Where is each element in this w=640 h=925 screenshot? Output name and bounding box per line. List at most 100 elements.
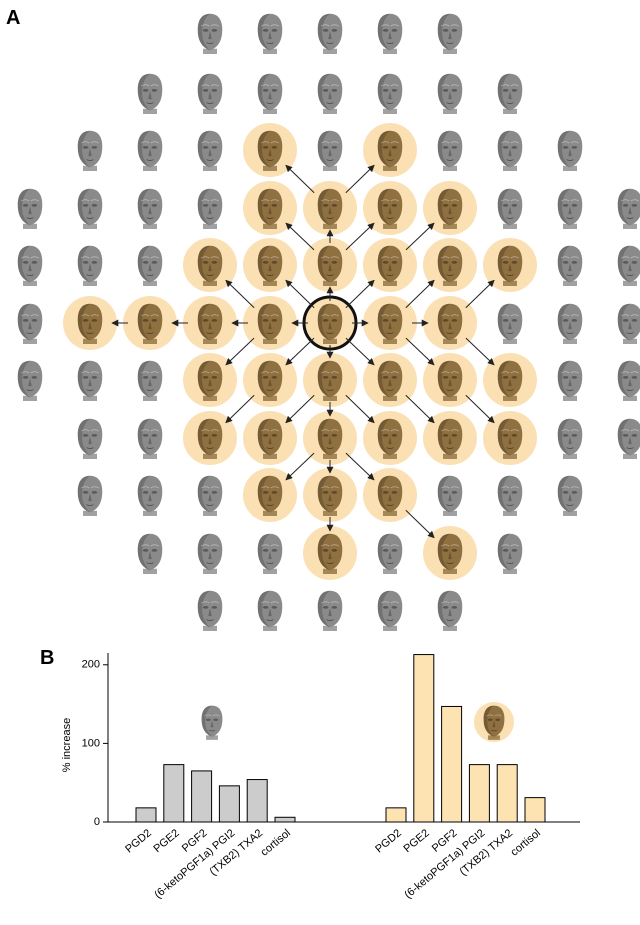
face [138, 476, 163, 516]
face [198, 534, 223, 574]
bar [275, 817, 295, 822]
face [258, 74, 283, 114]
face [618, 419, 640, 459]
face [138, 189, 163, 229]
face [378, 74, 403, 114]
face [558, 304, 583, 344]
arrow [406, 395, 434, 422]
face [318, 74, 343, 114]
face [438, 591, 463, 631]
face [198, 131, 223, 171]
bar [247, 780, 267, 822]
face [318, 131, 343, 171]
arrow [406, 510, 434, 537]
face [78, 476, 103, 516]
face [618, 189, 640, 229]
x-tick-label: cortisol [259, 827, 293, 859]
arrow [286, 395, 314, 422]
face [18, 189, 43, 229]
face [498, 131, 523, 171]
panel-label: B [40, 647, 54, 669]
face [138, 246, 163, 286]
arrow [346, 280, 374, 307]
face [258, 534, 283, 574]
face [498, 74, 523, 114]
face [138, 131, 163, 171]
face [138, 534, 163, 574]
face [558, 361, 583, 401]
face [498, 189, 523, 229]
bar [442, 706, 462, 822]
face [18, 304, 43, 344]
x-tick-label: cortisol [509, 827, 543, 859]
face [558, 246, 583, 286]
x-tick-label: PGE2 [152, 827, 182, 855]
arrow [466, 280, 494, 307]
face [618, 246, 640, 286]
bar [525, 798, 545, 822]
face [558, 189, 583, 229]
x-tick-label: PGE2 [402, 827, 432, 855]
face [198, 14, 223, 54]
arrow [346, 338, 374, 365]
face [378, 534, 403, 574]
arrow [346, 165, 374, 192]
face [318, 14, 343, 54]
panel-label: A [6, 7, 20, 29]
arrow [406, 338, 434, 365]
face [558, 131, 583, 171]
figure: A B % increase 0100200PGD2PGE2PGF2(6-ket… [0, 0, 640, 920]
face [78, 246, 103, 286]
arrow [346, 453, 374, 480]
x-tick-label: PGD2 [373, 827, 404, 855]
face [78, 419, 103, 459]
face [318, 591, 343, 631]
arrow [406, 223, 434, 250]
face [18, 246, 43, 286]
bar [497, 765, 517, 822]
face-grid [18, 14, 640, 631]
face [558, 419, 583, 459]
arrow [466, 338, 494, 365]
bar [136, 808, 156, 822]
y-tick-label: 200 [82, 659, 100, 671]
face [138, 419, 163, 459]
face [378, 591, 403, 631]
bar [164, 765, 184, 822]
arrow [346, 395, 374, 422]
arrow [226, 395, 254, 422]
arrow [346, 223, 374, 250]
face [618, 361, 640, 401]
face [78, 131, 103, 171]
face [258, 591, 283, 631]
face [258, 14, 283, 54]
face [438, 131, 463, 171]
y-tick-label: 0 [94, 816, 100, 828]
face [198, 476, 223, 516]
arrow [286, 453, 314, 480]
arrow [286, 338, 314, 365]
arrow [286, 165, 314, 192]
y-axis-label: % increase [61, 718, 73, 772]
face [498, 534, 523, 574]
face [378, 14, 403, 54]
arrow [226, 338, 254, 365]
face [498, 476, 523, 516]
face [78, 189, 103, 229]
bar [192, 771, 212, 822]
face [202, 706, 223, 740]
arrow [286, 280, 314, 307]
face [198, 591, 223, 631]
face [138, 361, 163, 401]
face [618, 304, 640, 344]
face [78, 361, 103, 401]
y-tick-label: 100 [82, 737, 100, 749]
face [438, 14, 463, 54]
x-tick-label: PGD2 [123, 827, 154, 855]
arrow [466, 395, 494, 422]
bar [414, 655, 434, 822]
face [198, 74, 223, 114]
face [18, 361, 43, 401]
bar [469, 765, 489, 822]
